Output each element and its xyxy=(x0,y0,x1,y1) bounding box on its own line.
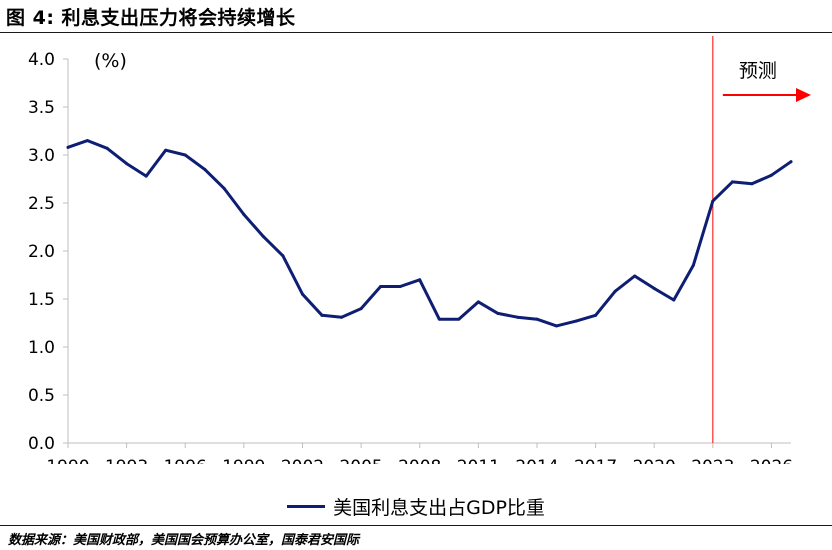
x-tick-label: 2002 xyxy=(281,457,324,464)
data-point xyxy=(379,285,383,289)
forecast-label: 预测 xyxy=(739,60,777,82)
data-point xyxy=(711,199,715,203)
y-tick-label: 3.0 xyxy=(28,146,55,166)
data-point xyxy=(750,182,754,186)
data-point xyxy=(789,160,793,164)
data-point xyxy=(730,180,734,184)
y-tick-label: 3.5 xyxy=(28,98,55,118)
y-tick-label: 2.0 xyxy=(28,242,55,262)
data-point xyxy=(144,174,148,178)
y-tick-label: 2.5 xyxy=(28,194,55,214)
title-rule xyxy=(0,32,832,33)
data-point xyxy=(691,263,695,267)
data-point xyxy=(320,313,324,317)
data-point xyxy=(359,307,363,311)
data-point xyxy=(242,213,246,217)
series-interest-to-gdp xyxy=(66,139,793,328)
legend: 美国利息支出占GDP比重 xyxy=(0,493,832,520)
data-point xyxy=(574,319,578,323)
source-note: 数据来源：美国财政部，美国国会预算办公室，国泰君安国际 xyxy=(8,533,360,548)
data-point xyxy=(281,254,285,258)
y-tick-label: 0.0 xyxy=(28,434,55,454)
legend-swatch xyxy=(287,505,326,508)
x-tick-label: 2011 xyxy=(457,457,500,464)
y-axis-unit-label: (%) xyxy=(94,50,127,72)
data-point xyxy=(418,278,422,282)
source-rule xyxy=(0,525,832,526)
x-tick-label: 1993 xyxy=(105,457,148,464)
x-tick-labels: 1990 1993 1996 1999 2002 2005 2008 2011 2014 2017… xyxy=(46,443,793,464)
data-point xyxy=(105,146,109,150)
data-point xyxy=(633,274,637,278)
data-point xyxy=(125,162,129,166)
forecast-arrow-head xyxy=(796,88,811,102)
y-axis: 0.0 0.5 1.0 1.5 2.0 2.5 3.0 3.5 4.0 xyxy=(28,50,69,454)
data-point xyxy=(613,289,617,293)
data-point xyxy=(652,286,656,290)
data-point xyxy=(340,315,344,319)
data-point xyxy=(535,317,539,321)
y-tick-label: 1.0 xyxy=(28,338,55,358)
data-point xyxy=(515,315,519,319)
x-tick-label: 2020 xyxy=(633,457,676,464)
data-point xyxy=(769,173,773,177)
y-tick-label: 0.5 xyxy=(28,386,55,406)
data-point xyxy=(261,235,265,239)
x-tick-label: 2014 xyxy=(515,457,558,464)
legend-label: 美国利息支出占GDP比重 xyxy=(333,497,545,519)
x-tick-label: 2008 xyxy=(398,457,441,464)
x-tick-label: 2023 xyxy=(691,457,734,464)
x-tick-label: 1996 xyxy=(164,457,207,464)
x-tick-label: 1999 xyxy=(222,457,265,464)
x-tick-label: 2017 xyxy=(574,457,617,464)
y-tick-labels: 0.0 0.5 1.0 1.5 2.0 2.5 3.0 3.5 4.0 xyxy=(28,50,68,454)
data-point xyxy=(300,292,304,296)
x-tick-label: 1990 xyxy=(46,457,89,464)
x-axis: 1990 1993 1996 1999 2002 2005 2008 2011 2014 2017… xyxy=(46,442,793,464)
data-point xyxy=(66,145,70,149)
data-point xyxy=(183,153,187,157)
y-tick-label: 1.5 xyxy=(28,290,55,310)
figure-title: 图 4: 利息支出压力将会持续增长 xyxy=(6,7,296,29)
data-point xyxy=(222,187,226,191)
data-point xyxy=(672,298,676,302)
data-point xyxy=(555,324,559,328)
data-point xyxy=(496,311,500,315)
x-tick-label: 2026 xyxy=(750,457,793,464)
line-chart: 0.0 0.5 1.0 1.5 2.0 2.5 3.0 3.5 4.0 1990 1993 1996… xyxy=(28,36,811,464)
data-point xyxy=(437,317,441,321)
forecast-annotation: 预测 xyxy=(712,36,811,443)
data-point xyxy=(476,300,480,304)
data-point xyxy=(86,139,90,143)
data-point xyxy=(457,317,461,321)
y-tick-label: 4.0 xyxy=(28,50,55,70)
data-point xyxy=(398,285,402,289)
data-point xyxy=(203,167,207,171)
series-line xyxy=(66,139,793,328)
x-tick-label: 2005 xyxy=(339,457,382,464)
data-point xyxy=(164,148,168,152)
data-point xyxy=(594,313,598,317)
